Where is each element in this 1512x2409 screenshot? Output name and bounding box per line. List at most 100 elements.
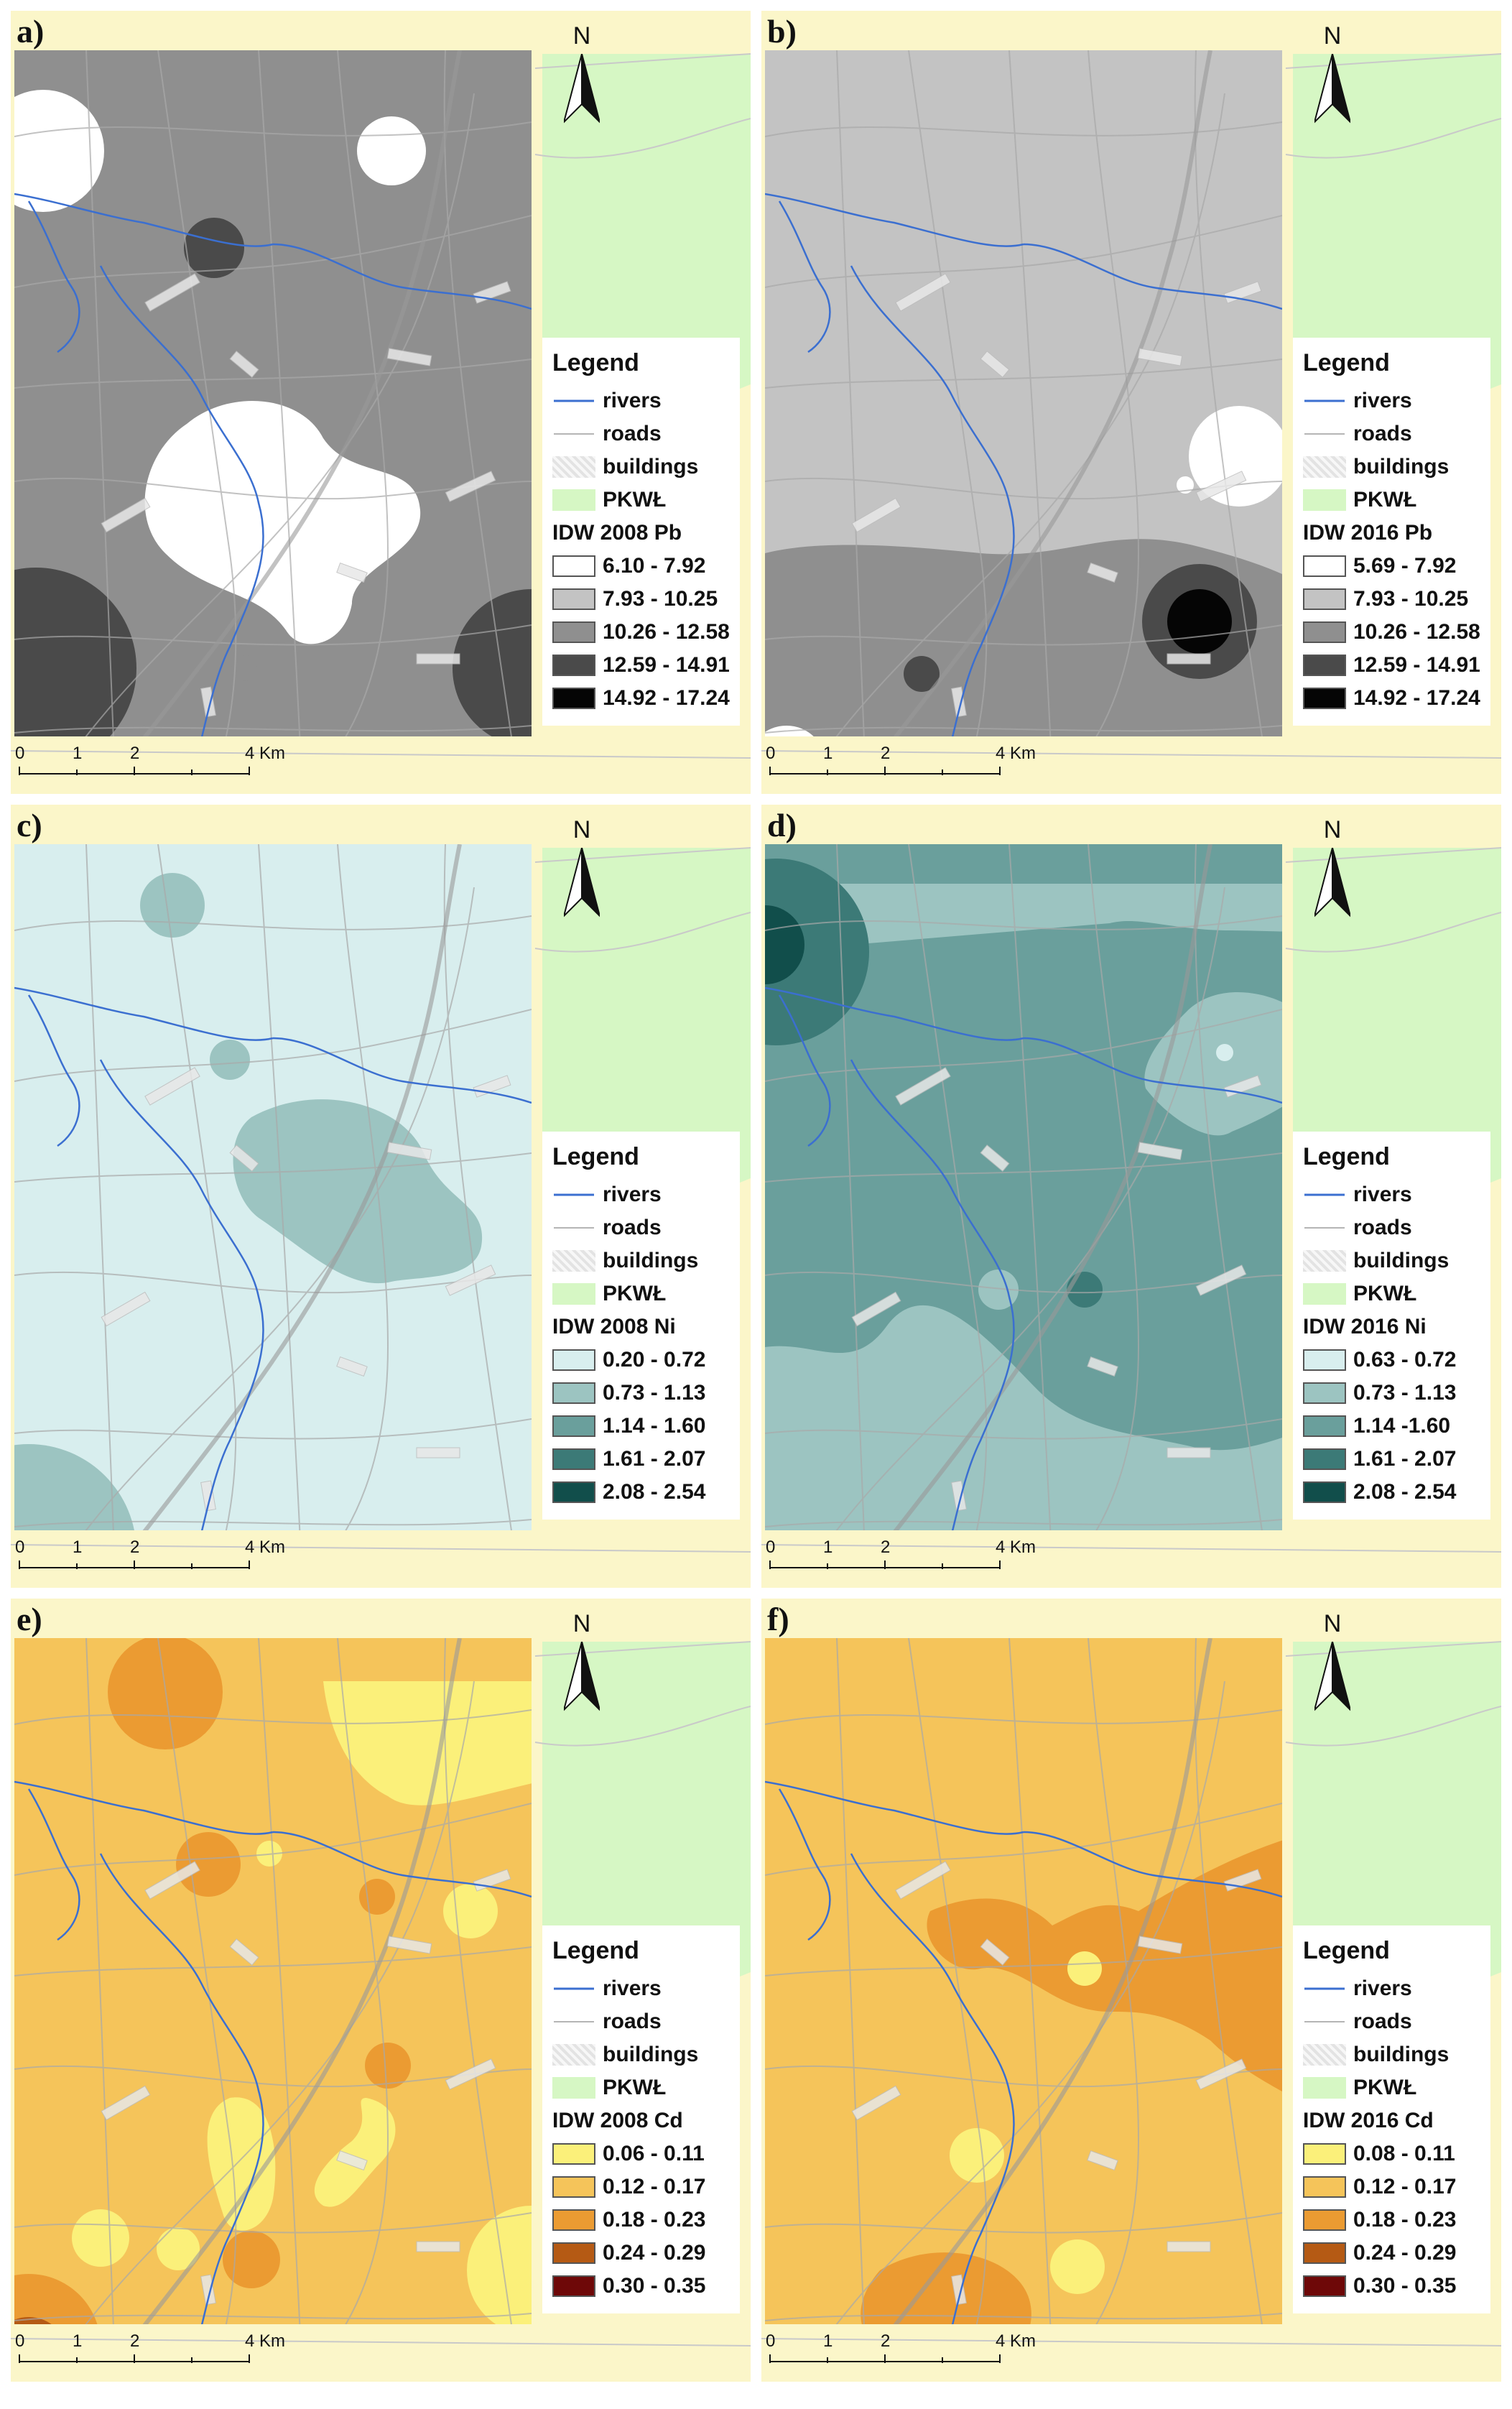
building	[1137, 1936, 1183, 1954]
road	[534, 912, 751, 953]
legend-title: Legend	[552, 349, 639, 376]
legend-class-1: 0.73 - 1.13	[552, 1377, 731, 1410]
road	[14, 1152, 532, 1183]
scale-label: 4 Km	[245, 1538, 286, 1557]
idw-zone	[14, 2274, 98, 2324]
legend-class-swatch	[1303, 655, 1346, 676]
legend-class-1: 0.12 - 0.17	[1303, 2170, 1482, 2204]
legend: Legend rivers roads buildings PKWŁ IDW 2016 C…	[1293, 1925, 1490, 2313]
legend-class-range: 14.92 - 17.24	[603, 686, 730, 710]
road	[1285, 1706, 1501, 1747]
legend-rivers-label: rivers	[1353, 1183, 1412, 1206]
map-panel-e: e) N Legend rivers roads buildings PKWŁ IDW 20…	[11, 1599, 751, 2382]
road	[765, 725, 1282, 734]
outer-roads	[11, 53, 751, 759]
road	[534, 118, 751, 159]
roads-layer	[14, 1638, 532, 2324]
legend-pkwl: PKWŁ	[1303, 484, 1482, 517]
legend-class-range: 0.63 - 0.72	[1353, 1348, 1457, 1372]
scale-label: 1	[73, 744, 83, 763]
legend-pkwl: PKWŁ	[1303, 1277, 1482, 1310]
scale-label: 0	[766, 1538, 776, 1557]
legend-class-3: 12.59 - 14.91	[552, 649, 731, 682]
legend-class-2: 10.26 - 12.58	[552, 616, 731, 649]
river	[1023, 1831, 1282, 1898]
building	[980, 1145, 1010, 1172]
legend-title: Legend	[552, 1143, 639, 1170]
legend-buildings: buildings	[552, 1244, 731, 1277]
rivers-layer	[14, 193, 532, 736]
legend-class-range: 2.08 - 2.54	[1353, 1480, 1457, 1504]
river	[272, 1831, 532, 1898]
building	[1087, 1356, 1118, 1377]
road	[765, 915, 1282, 931]
building	[1195, 471, 1247, 502]
building	[101, 497, 151, 533]
scale-label: 0	[766, 2331, 776, 2351]
river	[1023, 243, 1282, 310]
legend-class-range: 12.59 - 14.91	[603, 653, 730, 677]
road	[765, 359, 1282, 389]
legend-class-swatch	[1303, 1382, 1346, 1404]
legend-class-swatch	[1303, 1415, 1346, 1437]
legend-class-range: 0.12 - 0.17	[603, 2175, 706, 2198]
river	[850, 265, 1015, 736]
legend-roads: roads	[1303, 2005, 1482, 2038]
scale-bar: 0 1 2 4 Km	[15, 744, 348, 787]
river	[850, 1059, 1015, 1530]
legend-buildings: buildings	[552, 2038, 731, 2071]
river	[99, 1853, 264, 2324]
main-road	[893, 1638, 1212, 2324]
legend-class-3: 0.24 - 0.29	[1303, 2237, 1482, 2270]
scale-label: 4 Km	[996, 2331, 1036, 2351]
road	[765, 1418, 1282, 1440]
building	[851, 1291, 901, 1327]
road	[85, 887, 475, 1530]
legend-roads-label: roads	[603, 422, 662, 445]
road	[157, 50, 237, 736]
idw-zone	[1067, 1951, 1102, 1986]
north-arrow-icon: N	[1307, 816, 1358, 920]
road	[534, 1706, 751, 1747]
outer-roads	[761, 53, 1501, 759]
outer-roads	[11, 1641, 751, 2346]
legend-class-4: 14.92 - 17.24	[552, 682, 731, 715]
legend-class-range: 0.20 - 0.72	[603, 1348, 706, 1372]
building	[1195, 1264, 1247, 1296]
legend-class-swatch	[552, 1349, 595, 1371]
legend-class-swatch	[1303, 2275, 1346, 2297]
legend-title: Legend	[1303, 1143, 1390, 1170]
map-panel-b: b) N Legend rivers roads buildings PKWŁ IDW 20…	[761, 11, 1501, 794]
legend-class-range: 0.18 - 0.23	[1353, 2208, 1457, 2232]
idw-zone	[861, 2252, 1031, 2324]
road	[765, 1946, 1282, 1976]
legend-class-2: 0.18 - 0.23	[1303, 2204, 1482, 2237]
idw-zone	[453, 589, 532, 736]
scale-label: 4 Km	[996, 1538, 1036, 1557]
legend-buildings: buildings	[1303, 2038, 1482, 2071]
idw-zone	[14, 2317, 52, 2324]
scale-bar: 0 1 2 4 Km	[766, 744, 1099, 787]
legend-layer-title: IDW 2016 Ni	[1303, 1315, 1427, 1338]
building	[1167, 653, 1211, 665]
legend-rivers: rivers	[1303, 1178, 1482, 1211]
legend: Legend rivers roads buildings PKWŁ IDW 2016 P…	[1293, 338, 1490, 726]
scale-bar: 0 1 2 4 Km	[766, 1538, 1099, 1581]
river	[778, 1788, 831, 1941]
legend-rivers-label: rivers	[603, 389, 662, 412]
legend-roads-label: roads	[603, 2010, 662, 2033]
road	[836, 844, 865, 1530]
north-arrow-icon: N	[557, 1610, 607, 1714]
legend-class-0: 0.20 - 0.72	[552, 1344, 731, 1377]
building	[386, 1936, 432, 1954]
legend-class-swatch	[1303, 1349, 1346, 1371]
road	[1285, 118, 1501, 159]
main-road	[142, 1638, 462, 2324]
scale-label: 0	[15, 2331, 25, 2351]
legend-rivers-label: rivers	[603, 1976, 662, 2000]
idw-zone	[765, 884, 1282, 952]
river	[765, 986, 1024, 1041]
scale-bar: 0 1 2 4 Km	[15, 2331, 348, 2375]
river	[272, 243, 532, 310]
idw-raster	[765, 50, 1282, 736]
